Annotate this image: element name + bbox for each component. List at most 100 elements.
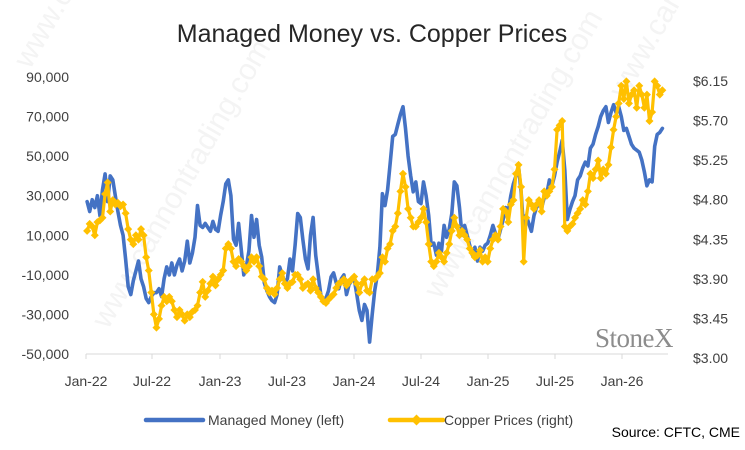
- data-point-copper-prices-right: [260, 275, 269, 284]
- data-point-copper-prices-right: [416, 213, 425, 222]
- data-point-copper-prices-right: [129, 240, 138, 249]
- data-point-copper-prices-right: [432, 257, 441, 266]
- data-point-copper-prices-right: [511, 169, 520, 178]
- data-point-copper-prices-right: [193, 301, 202, 310]
- data-point-copper-prices-right: [614, 99, 623, 108]
- data-point-copper-prices-right: [90, 231, 99, 240]
- data-point-copper-prices-right: [226, 244, 235, 253]
- data-point-copper-prices-right: [609, 125, 618, 134]
- series-managed-money-left: [85, 102, 665, 344]
- data-point-copper-prices-right: [98, 213, 107, 222]
- data-point-copper-prices-right: [519, 257, 528, 266]
- data-point-copper-prices-right: [476, 246, 485, 255]
- data-point-copper-prices-right: [483, 257, 492, 266]
- data-point-copper-prices-right: [296, 275, 305, 284]
- data-point-copper-prices-right: [591, 165, 600, 174]
- data-point-copper-prices-right: [401, 182, 410, 191]
- data-point-copper-prices-right: [496, 222, 505, 231]
- x-tick-label: Jul-23: [268, 373, 306, 389]
- y-left-tick-label: 70,000: [26, 109, 69, 125]
- data-point-copper-prices-right: [606, 143, 615, 152]
- y-right-tick-label: $4.80: [693, 192, 728, 208]
- data-point-copper-prices-right: [514, 160, 523, 169]
- data-point-copper-prices-right: [450, 213, 459, 222]
- y-left-tick-label: 50,000: [26, 148, 69, 164]
- y-left-tick-label: -10,000: [22, 267, 70, 283]
- data-point-copper-prices-right: [396, 187, 405, 196]
- data-point-copper-prices-right: [422, 218, 431, 227]
- y-left-tick-label: 90,000: [26, 69, 69, 85]
- data-point-copper-prices-right: [303, 279, 312, 288]
- data-point-copper-prices-right: [424, 240, 433, 249]
- data-point-copper-prices-right: [568, 219, 577, 228]
- x-tick-label: Jan-22: [65, 373, 108, 389]
- legend-marker-copper-prices: [411, 414, 422, 426]
- data-point-copper-prices-right: [537, 207, 546, 216]
- data-point-copper-prices-right: [124, 225, 133, 234]
- data-point-copper-prices-right: [596, 174, 605, 183]
- data-point-copper-prices-right: [244, 262, 253, 271]
- data-point-copper-prices-right: [635, 81, 644, 90]
- data-point-copper-prices-right: [493, 235, 502, 244]
- data-point-copper-prices-right: [442, 248, 451, 257]
- data-point-copper-prices-right: [278, 269, 287, 278]
- data-point-copper-prices-right: [640, 103, 649, 112]
- data-point-copper-prices-right: [365, 288, 374, 297]
- data-point-copper-prices-right: [581, 200, 590, 209]
- data-point-copper-prices-right: [142, 253, 151, 262]
- y-right-tick-label: $6.15: [693, 73, 728, 89]
- data-point-copper-prices-right: [619, 94, 628, 103]
- data-point-copper-prices-right: [167, 297, 176, 306]
- chart-title: Managed Money vs. Copper Prices: [177, 20, 567, 48]
- data-point-copper-prices-right: [360, 275, 369, 284]
- data-point-copper-prices-right: [522, 213, 531, 222]
- data-point-copper-prices-right: [121, 209, 130, 218]
- data-point-copper-prices-right: [445, 240, 454, 249]
- data-point-copper-prices-right: [288, 277, 297, 286]
- data-point-copper-prices-right: [440, 257, 449, 266]
- data-point-copper-prices-right: [447, 226, 456, 235]
- data-point-copper-prices-right: [404, 204, 413, 213]
- data-point-copper-prices-right: [632, 103, 641, 112]
- data-point-copper-prices-right: [134, 235, 143, 244]
- series-copper-prices-right: [83, 77, 667, 332]
- data-point-copper-prices-right: [180, 316, 189, 325]
- data-point-copper-prices-right: [398, 169, 407, 178]
- data-point-copper-prices-right: [653, 81, 662, 90]
- y-left-tick-label: -50,000: [22, 346, 70, 362]
- x-tick-label: Jan-23: [199, 373, 242, 389]
- data-point-copper-prices-right: [350, 272, 359, 281]
- data-point-copper-prices-right: [547, 182, 556, 191]
- data-point-copper-prices-right: [198, 277, 207, 286]
- stonex-logo: StoneX: [595, 323, 674, 353]
- y-left-tick-label: -30,000: [22, 306, 70, 322]
- y-left-tick-label: 10,000: [26, 227, 69, 243]
- data-point-copper-prices-right: [601, 169, 610, 178]
- data-point-copper-prices-right: [203, 286, 212, 295]
- data-point-copper-prices-right: [147, 288, 156, 297]
- data-point-copper-prices-right: [119, 200, 128, 209]
- data-point-copper-prices-right: [170, 306, 179, 315]
- data-point-copper-prices-right: [594, 156, 603, 165]
- y-left-axis-ticks: 90,000 70,000 50,000 30,000 10,000 -10,000 -30…: [22, 69, 70, 362]
- x-tick-label: Jul-25: [536, 373, 574, 389]
- data-point-copper-prices-right: [309, 275, 318, 284]
- data-point-copper-prices-right: [658, 86, 667, 95]
- data-point-copper-prices-right: [352, 279, 361, 288]
- data-point-copper-prices-right: [144, 266, 153, 275]
- y-right-tick-label: $3.45: [693, 310, 728, 326]
- data-point-copper-prices-right: [535, 196, 544, 205]
- x-tick-label: Jan-24: [333, 373, 376, 389]
- data-point-copper-prices-right: [137, 225, 146, 234]
- data-point-copper-prices-right: [630, 86, 639, 95]
- data-point-copper-prices-right: [624, 99, 633, 108]
- data-point-copper-prices-right: [101, 189, 110, 198]
- data-point-copper-prices-right: [612, 112, 621, 121]
- legend-label-managed-money: Managed Money (left): [208, 412, 344, 428]
- data-point-copper-prices-right: [648, 108, 657, 117]
- data-point-copper-prices-right: [211, 281, 220, 290]
- data-point-copper-prices-right: [232, 262, 241, 271]
- data-point-copper-prices-right: [157, 301, 166, 310]
